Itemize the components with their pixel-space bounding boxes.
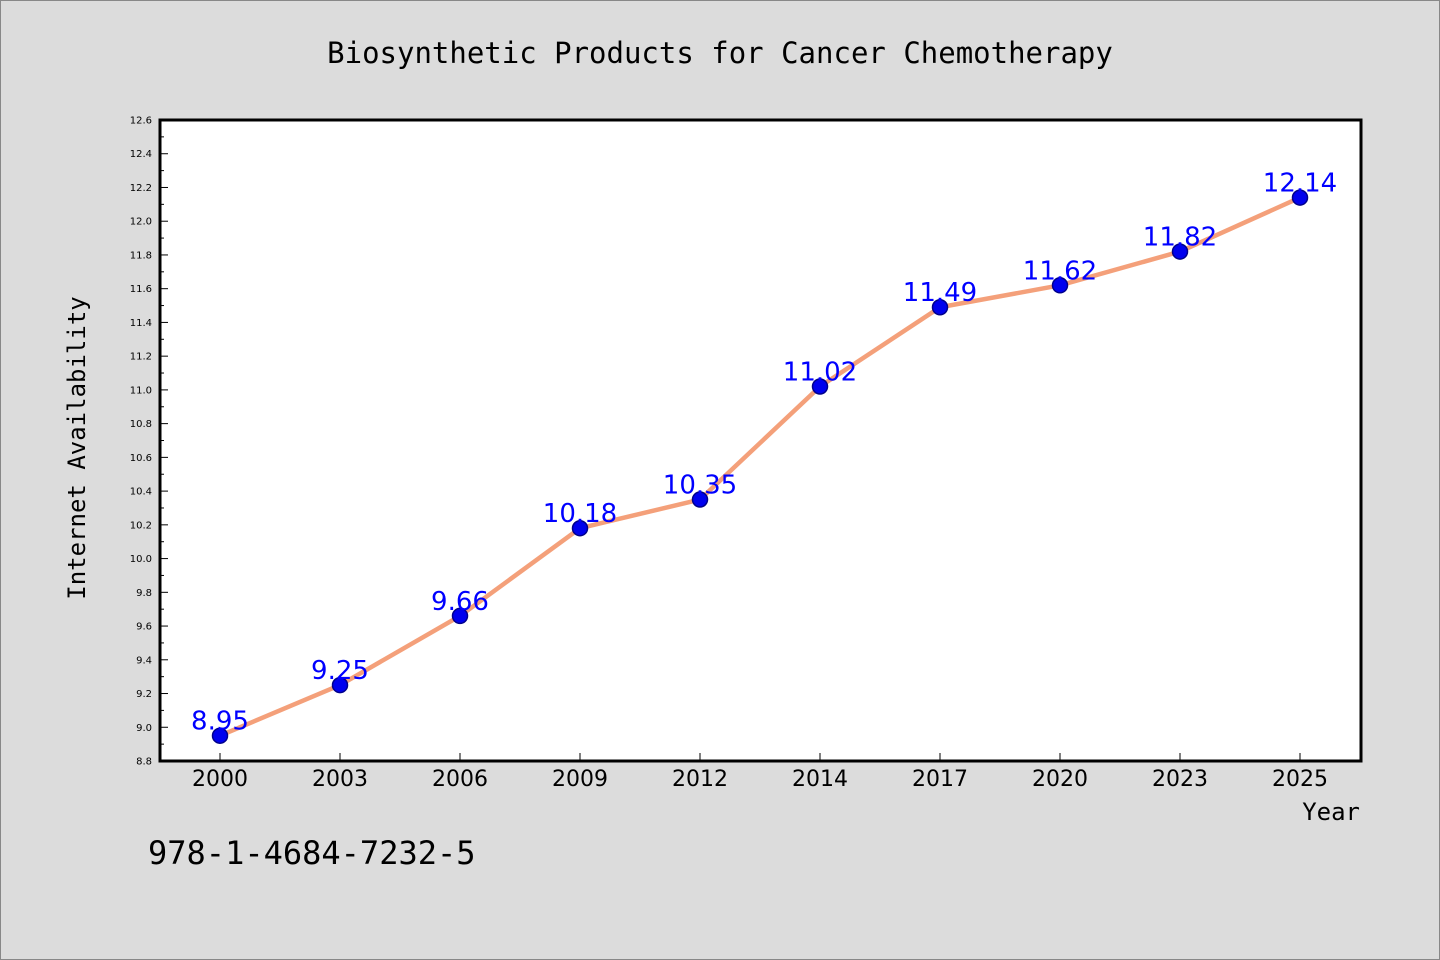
- data-label: 11.62: [1023, 256, 1097, 286]
- y-tick-label: 10.0: [130, 554, 152, 565]
- isbn-text: 978-1-4684-7232-5: [148, 834, 476, 872]
- y-tick-label: 11.6: [130, 284, 152, 295]
- chart-title: Biosynthetic Products for Cancer Chemoth…: [327, 36, 1113, 70]
- y-axis-label: Internet Availability: [63, 296, 91, 599]
- series-group: 8.95 9.25 9.66 10.18 10.35 11.02 11.49 11.62 11.…: [191, 169, 1337, 744]
- x-tick-label: 2006: [432, 767, 488, 792]
- data-label: 8.95: [191, 707, 249, 737]
- data-label: 11.82: [1143, 223, 1217, 253]
- y-tick-label: 9.8: [136, 588, 152, 599]
- data-point: [1291, 189, 1309, 206]
- x-tick-label: 2020: [1032, 767, 1088, 792]
- x-axis: 2000 2003 2006 2009 2012 2014 2017 2020 2023 2025: [192, 753, 1328, 792]
- y-tick-label: 9.4: [136, 655, 152, 666]
- y-tick-label: 11.4: [130, 318, 152, 329]
- x-tick-label: 2025: [1272, 767, 1328, 792]
- data-label: 11.02: [783, 358, 857, 388]
- data-point: [811, 378, 829, 395]
- data-label: 9.25: [311, 656, 369, 686]
- data-point: [451, 607, 469, 625]
- y-tick-label: 11.0: [130, 385, 152, 396]
- y-tick-label: 10.2: [130, 520, 152, 531]
- y-tick-label: 11.8: [130, 250, 152, 261]
- y-tick-label: 10.4: [130, 487, 152, 498]
- y-tick-label: 10.8: [130, 419, 152, 430]
- y-tick-label: 8.8: [136, 757, 152, 768]
- y-tick-label: 11.2: [130, 352, 152, 363]
- x-tick-label: 2017: [912, 767, 968, 792]
- y-tick-label: 10.6: [130, 453, 152, 464]
- data-point: [691, 491, 709, 508]
- x-tick-label: 2009: [552, 767, 608, 792]
- data-point: [1171, 243, 1189, 260]
- x-tick-label: 2023: [1152, 767, 1208, 792]
- data-point: [331, 676, 349, 694]
- x-tick-label: 2012: [672, 767, 728, 792]
- data-label: 9.66: [431, 587, 489, 617]
- y-tick-label: 9.0: [136, 723, 152, 734]
- series-line: [219, 195, 1301, 738]
- data-point: [211, 727, 229, 744]
- y-tick-label: 9.2: [136, 689, 152, 700]
- y-tick-label: 12.4: [130, 149, 152, 160]
- y-tick-label: 12.0: [130, 217, 152, 228]
- y-tick-label: 12.2: [130, 183, 152, 194]
- x-axis-label: Year: [1302, 798, 1360, 826]
- data-label: 12.14: [1263, 169, 1337, 199]
- y-tick-label: 9.6: [136, 622, 152, 633]
- data-label: 11.49: [903, 278, 977, 308]
- x-tick-label: 2000: [192, 767, 248, 792]
- y-axis: 8.8 9.0 9.2 9.4 9.6 9.8 10.0 10.2 10.4 10.6 10.8 11…: [130, 116, 168, 768]
- data-label: 10.35: [663, 471, 737, 501]
- x-tick-label: 2003: [312, 767, 368, 792]
- data-label: 10.18: [543, 499, 617, 529]
- x-tick-label: 2014: [792, 767, 848, 792]
- data-point: [1051, 277, 1069, 294]
- data-point: [931, 298, 949, 316]
- data-point: [571, 519, 589, 537]
- y-tick-label: 12.6: [130, 116, 152, 127]
